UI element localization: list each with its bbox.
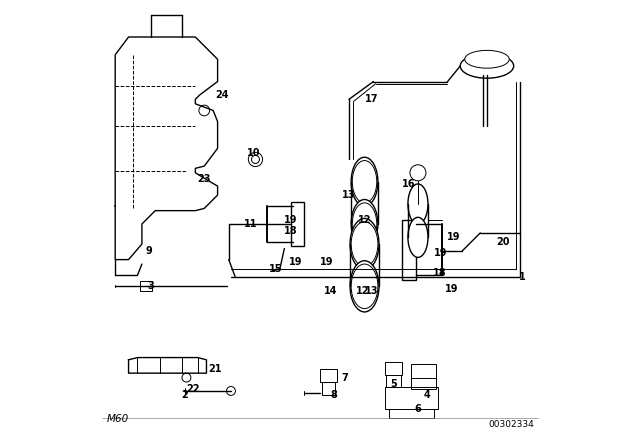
Ellipse shape xyxy=(351,157,378,206)
Text: 1: 1 xyxy=(519,272,526,282)
Text: 19: 19 xyxy=(289,257,302,267)
Circle shape xyxy=(199,105,209,116)
Ellipse shape xyxy=(352,160,377,203)
Bar xyxy=(385,388,438,409)
Text: 18: 18 xyxy=(433,268,447,278)
Text: 9: 9 xyxy=(145,246,152,256)
Bar xyxy=(320,369,337,382)
Ellipse shape xyxy=(351,199,378,249)
Ellipse shape xyxy=(408,184,428,224)
Bar xyxy=(140,281,152,291)
Text: 3: 3 xyxy=(147,281,154,291)
Text: 13: 13 xyxy=(342,190,356,200)
Text: 8: 8 xyxy=(330,390,337,401)
Ellipse shape xyxy=(352,203,377,245)
Circle shape xyxy=(410,165,426,181)
Text: 18: 18 xyxy=(284,226,298,236)
Text: 17: 17 xyxy=(364,95,378,104)
Text: 4: 4 xyxy=(424,390,430,401)
Circle shape xyxy=(252,155,259,164)
Text: 14: 14 xyxy=(324,286,338,296)
Text: 5: 5 xyxy=(390,379,397,389)
Bar xyxy=(412,364,436,389)
Ellipse shape xyxy=(351,264,378,309)
Text: 12: 12 xyxy=(358,215,371,224)
Ellipse shape xyxy=(408,217,428,258)
Ellipse shape xyxy=(465,50,509,68)
Text: 16: 16 xyxy=(403,179,416,189)
Text: 20: 20 xyxy=(496,237,509,247)
Text: M60: M60 xyxy=(106,414,129,424)
Text: 19: 19 xyxy=(447,233,460,242)
Text: 00302334: 00302334 xyxy=(488,420,534,429)
Text: 12: 12 xyxy=(356,286,369,296)
Text: 21: 21 xyxy=(209,364,222,374)
Text: 13: 13 xyxy=(364,286,378,296)
Text: 7: 7 xyxy=(341,373,348,383)
Text: 2: 2 xyxy=(181,390,188,401)
Circle shape xyxy=(182,373,191,382)
Circle shape xyxy=(227,387,236,396)
Text: 23: 23 xyxy=(198,174,211,185)
Ellipse shape xyxy=(350,261,379,312)
Text: 24: 24 xyxy=(215,90,229,100)
Ellipse shape xyxy=(350,219,379,270)
Ellipse shape xyxy=(460,54,514,78)
Text: 19: 19 xyxy=(284,215,298,224)
Text: 15: 15 xyxy=(269,263,282,274)
Text: 19: 19 xyxy=(433,248,447,258)
Text: 22: 22 xyxy=(186,384,200,394)
Circle shape xyxy=(248,152,262,167)
Bar xyxy=(403,220,416,280)
Bar xyxy=(291,202,305,246)
Text: 19: 19 xyxy=(320,257,333,267)
Text: 6: 6 xyxy=(415,404,421,414)
Text: 10: 10 xyxy=(246,148,260,158)
Ellipse shape xyxy=(351,222,378,266)
Bar xyxy=(385,362,403,375)
Text: 19: 19 xyxy=(445,284,458,293)
Text: 11: 11 xyxy=(244,219,258,229)
